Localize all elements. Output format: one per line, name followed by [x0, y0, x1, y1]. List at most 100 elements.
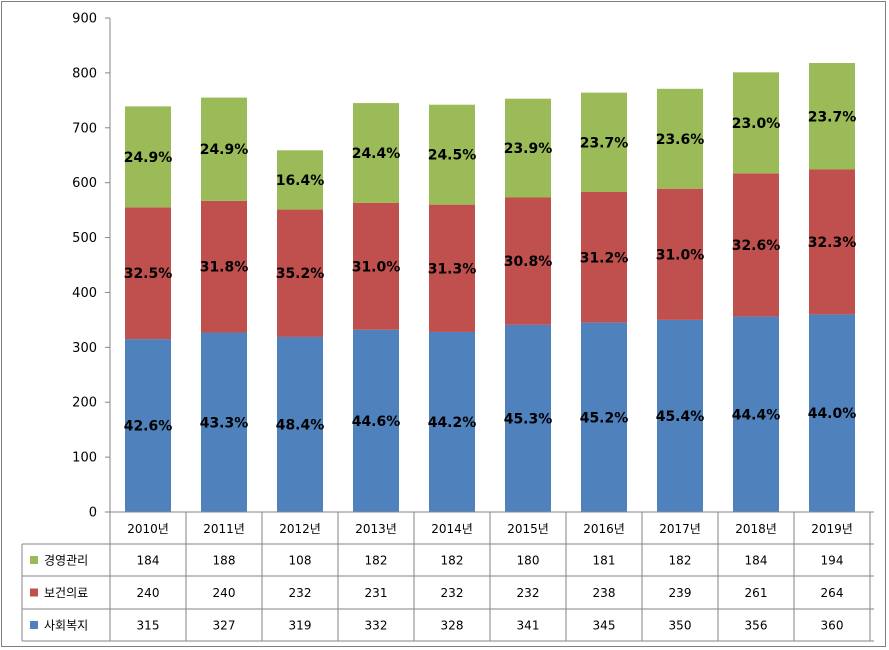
bar-segment [733, 173, 779, 317]
data-label: 32.6% [732, 238, 781, 254]
x-category-label: 2019년 [811, 522, 853, 536]
y-tick-label: 0 [89, 506, 97, 521]
data-label: 35.2% [276, 266, 325, 282]
table-cell-value: 181 [593, 554, 616, 568]
x-category-label: 2017년 [659, 522, 701, 536]
x-category-label: 2011년 [203, 522, 245, 536]
y-tick-label: 100 [72, 451, 97, 466]
bar-segment [353, 103, 399, 203]
data-label: 45.2% [580, 410, 629, 426]
table-cell-value: 319 [289, 619, 312, 633]
table-cell-value: 180 [517, 554, 540, 568]
table-cell-value: 264 [821, 586, 844, 600]
bar-segment [125, 106, 171, 208]
data-label: 32.5% [124, 266, 173, 282]
bar-segment [809, 314, 855, 512]
bar-segment [505, 197, 551, 325]
bar-segment [429, 204, 475, 332]
data-label: 23.7% [580, 135, 629, 151]
data-label: 43.3% [200, 415, 249, 431]
data-label: 31.0% [656, 247, 705, 263]
bar-segment [657, 88, 703, 189]
bar-segment [429, 331, 475, 512]
y-tick-label: 600 [72, 176, 97, 191]
data-label: 24.9% [124, 150, 173, 166]
table-cell-value: 345 [593, 619, 616, 633]
table-cell-value: 328 [441, 619, 464, 633]
data-label: 16.4% [276, 173, 325, 189]
data-label: 44.4% [732, 407, 781, 423]
y-tick-label: 400 [72, 286, 97, 301]
data-label: 31.8% [200, 260, 249, 276]
table-cell-value: 356 [745, 619, 768, 633]
data-label: 44.2% [428, 415, 477, 431]
x-category-label: 2013년 [355, 522, 397, 536]
x-category-label: 2014년 [431, 522, 473, 536]
bar-segment [733, 316, 779, 512]
table-cell-value: 232 [289, 586, 312, 600]
table-cell-value: 184 [745, 554, 768, 568]
bar-segment [505, 324, 551, 512]
y-tick-label: 200 [72, 396, 97, 411]
bar-segment [657, 319, 703, 512]
bar-segment [201, 200, 247, 333]
table-cell-value: 232 [517, 586, 540, 600]
data-label: 44.6% [352, 414, 401, 430]
table-cell-value: 108 [289, 554, 312, 568]
bar-segment [581, 191, 627, 323]
bar-segment [809, 63, 855, 170]
data-label: 44.0% [808, 406, 857, 422]
table-cell-value: 315 [137, 619, 160, 633]
data-label: 23.0% [732, 116, 781, 132]
data-label: 30.8% [504, 254, 553, 270]
legend-swatch [30, 556, 38, 564]
legend-swatch [30, 588, 38, 597]
bar-segment [505, 98, 551, 198]
data-label: 24.9% [200, 142, 249, 158]
table-cell-value: 240 [137, 586, 160, 600]
table-cell-value: 240 [213, 586, 236, 600]
y-tick-label: 800 [72, 66, 97, 81]
table-cell-value: 239 [669, 586, 692, 600]
data-label: 23.6% [656, 132, 705, 148]
bar-segment [201, 97, 247, 201]
table-cell-value: 194 [821, 554, 844, 568]
table-cell-value: 182 [365, 554, 388, 568]
table-cell-value: 182 [441, 554, 464, 568]
data-label: 23.9% [504, 141, 553, 157]
x-category-label: 2015년 [507, 522, 549, 536]
data-label: 24.4% [352, 146, 401, 162]
x-category-label: 2016년 [583, 522, 625, 536]
data-label: 45.4% [656, 409, 705, 425]
bar-segment [125, 339, 171, 512]
table-cell-value: 261 [745, 586, 768, 600]
bar-segment [581, 322, 627, 512]
data-label: 32.3% [808, 235, 857, 251]
bar-segment [657, 188, 703, 320]
table-cell-value: 232 [441, 586, 464, 600]
y-tick-label: 300 [72, 341, 97, 356]
y-tick-label: 500 [72, 231, 97, 246]
y-tick-label: 900 [72, 12, 97, 27]
table-cell-value: 184 [137, 554, 160, 568]
table-cell-value: 231 [365, 586, 388, 600]
legend-label: 보건의료 [44, 586, 88, 600]
legend-label: 사회복지 [44, 619, 88, 633]
bar-segment [125, 207, 171, 340]
bar-segment [277, 209, 323, 337]
data-label: 31.0% [352, 259, 401, 275]
data-label: 45.3% [504, 411, 553, 427]
data-label: 31.3% [428, 261, 477, 277]
x-category-label: 2018년 [735, 522, 777, 536]
data-label: 23.7% [808, 109, 857, 125]
bar-segment [277, 150, 323, 210]
bar-segment [809, 169, 855, 315]
data-label: 48.4% [276, 417, 325, 433]
legend-swatch [30, 621, 38, 629]
x-category-label: 2012년 [279, 522, 321, 536]
data-label: 42.6% [124, 419, 173, 435]
table-cell-value: 341 [517, 619, 540, 633]
bar-segment [733, 72, 779, 174]
table-cell-value: 188 [213, 554, 236, 568]
